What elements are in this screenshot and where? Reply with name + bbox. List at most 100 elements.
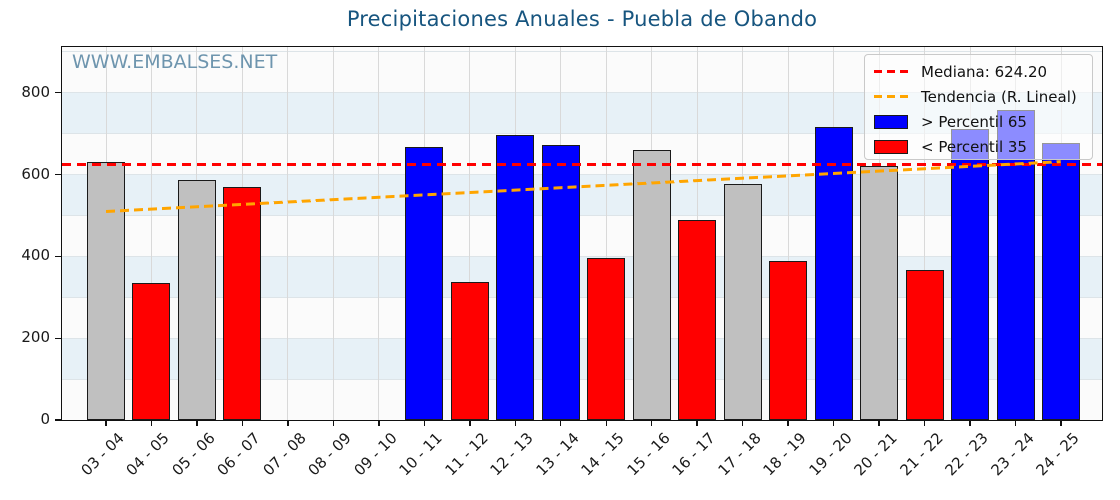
x-tick <box>469 420 471 426</box>
watermark: WWW.EMBALSES.NET <box>72 51 278 73</box>
x-tick <box>969 420 971 426</box>
gridline-h <box>62 255 1102 257</box>
y-tick-label: 0 <box>40 410 50 428</box>
x-tick <box>696 420 698 426</box>
percentil-65-swatch <box>874 114 908 129</box>
bar <box>87 161 125 420</box>
x-tick-label: 20 - 21 <box>850 429 901 480</box>
band <box>62 174 1102 216</box>
trend-dash-swatch <box>874 95 908 98</box>
x-tick <box>1060 420 1062 426</box>
x-tick <box>741 420 744 426</box>
x-tick <box>105 420 107 426</box>
y-tick-label: 800 <box>21 82 50 101</box>
gridline-v <box>469 47 471 420</box>
x-tick <box>332 420 335 426</box>
gridline-v <box>924 47 926 420</box>
bar <box>632 150 671 420</box>
gridline-v <box>605 47 607 420</box>
band <box>62 338 1102 380</box>
x-tick-label: 17 - 18 <box>714 429 765 480</box>
x-tick <box>832 420 835 426</box>
bar <box>587 257 626 420</box>
x-tick-label: 03 - 04 <box>77 429 128 480</box>
gridline-h <box>62 174 1102 176</box>
x-tick-label: 05 - 06 <box>168 429 219 480</box>
y-tick <box>55 255 62 258</box>
gridline-v <box>150 47 152 420</box>
legend: Mediana: 624.20 Tendencia (R. Lineal) > … <box>864 54 1093 160</box>
x-tick <box>651 420 653 426</box>
x-tick <box>514 420 516 426</box>
bar <box>860 166 899 420</box>
x-tick <box>878 420 880 426</box>
percentil-35-swatch <box>874 139 908 154</box>
x-tick <box>605 420 607 426</box>
x-tick-label: 09 - 10 <box>350 429 401 480</box>
bar <box>223 187 262 420</box>
y-tick <box>55 337 62 339</box>
x-tick-label: 07 - 08 <box>259 429 310 480</box>
median-dash-swatch <box>874 70 908 73</box>
x-tick-label: 12 - 13 <box>486 429 538 480</box>
bar <box>450 281 489 420</box>
x-tick-label: 23 - 24 <box>986 429 1038 480</box>
y-tick-label: 600 <box>21 164 50 183</box>
legend-label: Tendencia (R. Lineal) <box>921 87 1077 106</box>
gridline-h <box>62 215 1102 216</box>
bar <box>678 220 717 420</box>
gridline-h <box>62 133 1102 135</box>
x-tick-label: 16 - 17 <box>668 429 719 480</box>
gridline-h <box>62 337 1102 339</box>
x-tick <box>787 420 789 426</box>
x-tick <box>423 420 426 426</box>
gridline-v <box>332 47 334 420</box>
x-tick-label: 08 - 09 <box>304 429 356 480</box>
x-tick <box>287 420 289 426</box>
gridline-v <box>287 47 289 420</box>
x-tick <box>241 420 244 426</box>
legend-label: < Percentil 35 <box>921 137 1027 156</box>
bar <box>769 261 808 420</box>
legend-label: Mediana: 624.20 <box>921 62 1048 81</box>
legend-item-tendencia: Tendencia (R. Lineal) <box>874 84 1092 109</box>
x-tick-label: 21 - 22 <box>895 429 947 480</box>
bar <box>1042 142 1080 420</box>
band <box>62 256 1102 298</box>
gridline-v <box>787 47 789 420</box>
x-tick <box>923 420 926 426</box>
bar <box>496 135 535 420</box>
bar <box>177 180 216 420</box>
legend-label: > Percentil 65 <box>921 112 1027 131</box>
gridline-v <box>378 47 380 420</box>
x-tick-label: 22 - 23 <box>941 429 992 480</box>
bar <box>541 144 580 420</box>
x-tick-label: 10 - 11 <box>395 429 447 480</box>
gridline-h <box>62 51 1102 53</box>
y-tick <box>55 92 62 94</box>
bar <box>132 283 171 420</box>
gridline-h <box>62 92 1102 94</box>
legend-item-mediana: Mediana: 624.20 <box>874 59 1092 84</box>
median-line <box>62 163 1102 166</box>
y-tick <box>55 173 62 176</box>
x-tick-label: 24 - 25 <box>1032 429 1083 480</box>
bar <box>723 183 762 420</box>
bar <box>814 127 853 420</box>
x-tick <box>378 420 380 426</box>
bar <box>951 128 990 420</box>
x-tick-label: 06 - 07 <box>213 429 265 480</box>
x-tick <box>196 420 198 426</box>
chart-title: Precipitaciones Anuales - Puebla de Oban… <box>346 7 818 31</box>
x-tick-label: 14 - 15 <box>577 429 628 480</box>
x-tick <box>560 420 562 426</box>
legend-item-percentil-65: > Percentil 65 <box>874 109 1092 134</box>
x-tick-label: 11 - 12 <box>441 429 492 480</box>
x-tick-label: 18 - 19 <box>759 429 810 480</box>
y-tick <box>55 419 62 421</box>
gridline-h <box>62 378 1102 380</box>
y-tick-label: 200 <box>21 328 50 347</box>
bar <box>405 146 444 420</box>
bar <box>905 270 944 420</box>
